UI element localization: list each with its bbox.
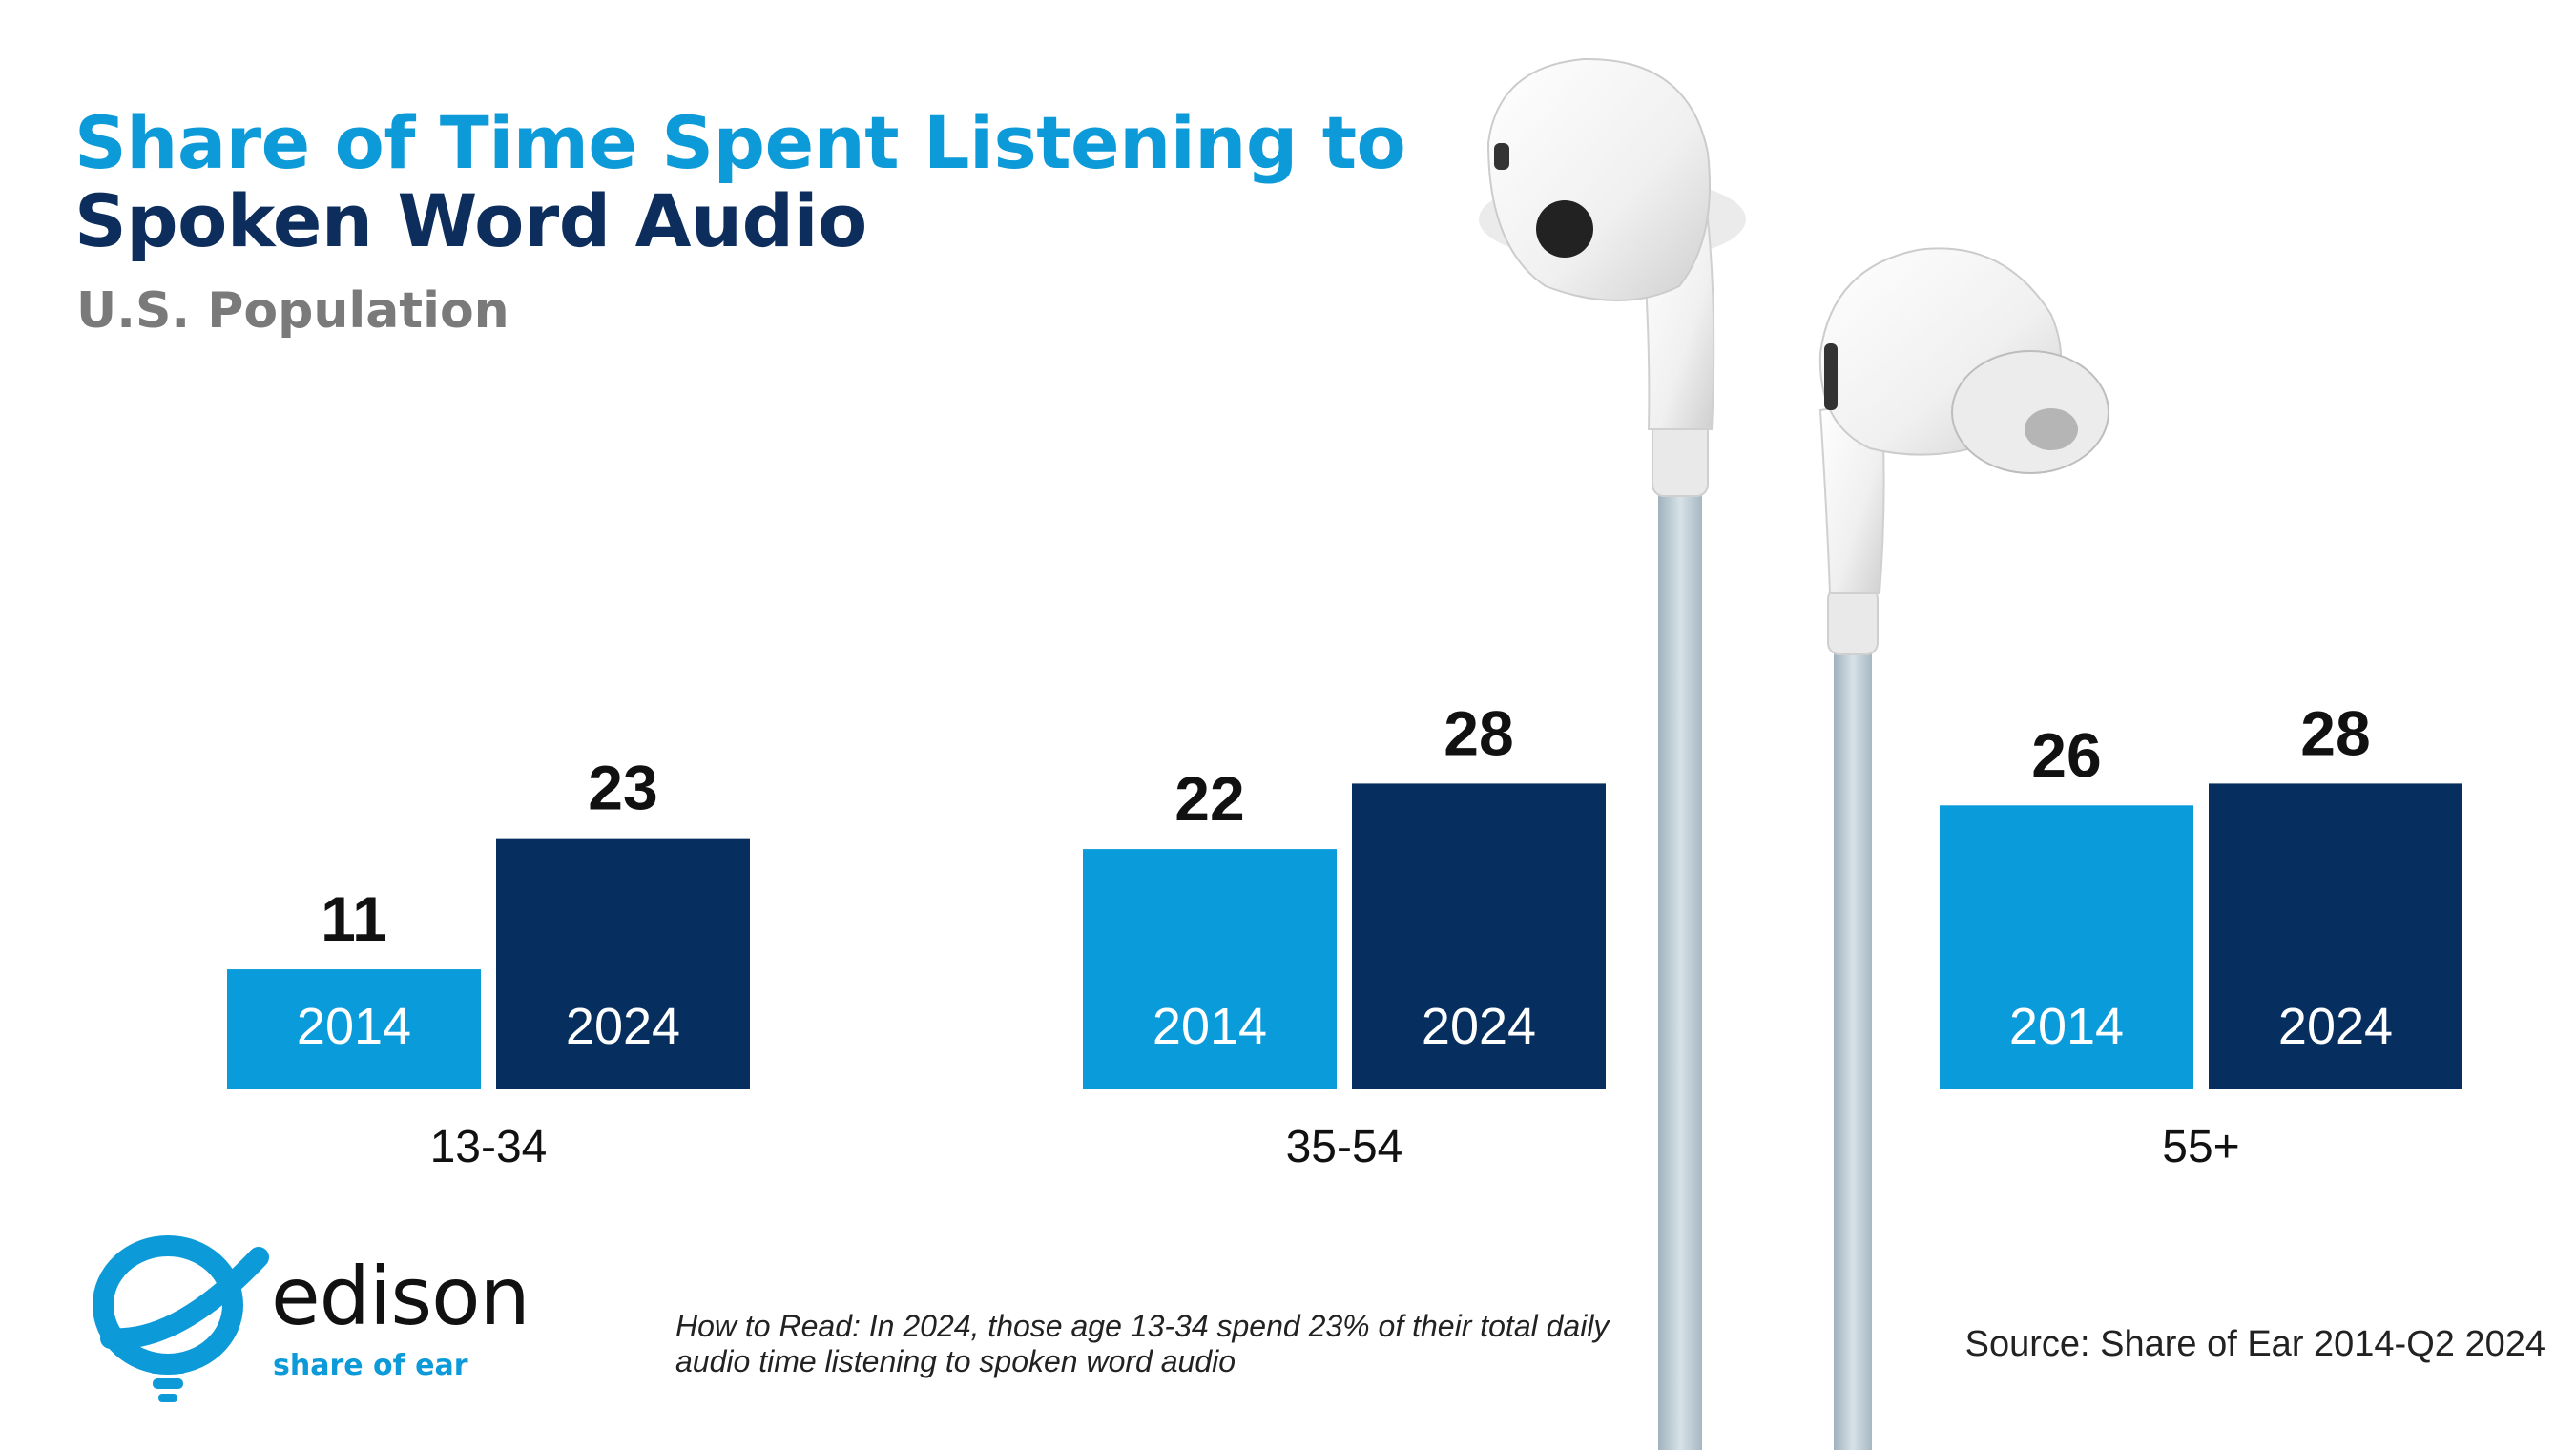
source-note: Source: Share of Ear 2014-Q2 2024 (1964, 1324, 2545, 1364)
data-label: 28 (1444, 697, 1513, 768)
bar-series-label: 2024 (2278, 998, 2393, 1055)
bar-13-34-2024 (496, 838, 750, 1089)
chart-title-line-1: Share of Time Spent Listening to (74, 100, 1406, 185)
bar-series-label: 2024 (566, 998, 680, 1055)
bar-series-label: 2014 (2009, 998, 2124, 1055)
bar-35-54-2024 (1352, 783, 1606, 1089)
data-label: 22 (1174, 763, 1244, 834)
chart-title-line-2: Spoken Word Audio (74, 178, 867, 263)
earbud-right (1818, 247, 2109, 1450)
chart-subtitle: U.S. Population (76, 282, 509, 340)
category-label: 35-54 (1286, 1122, 1403, 1172)
edison-wordmark: edison (271, 1250, 530, 1343)
bar-series-label: 2024 (1422, 998, 1536, 1055)
data-label: 23 (588, 753, 657, 823)
bar-35-54-2014 (1083, 849, 1337, 1089)
data-label: 26 (2031, 719, 2101, 790)
bar-55+-2024 (2209, 783, 2462, 1089)
earbud-left (1479, 57, 1746, 1450)
edison-tagline: share of ear (273, 1349, 468, 1382)
category-label: 13-34 (430, 1122, 548, 1172)
how-to-read-note: How to Read: In 2024, those age 13-34 sp… (675, 1309, 1610, 1378)
data-label: 28 (2300, 697, 2370, 768)
bar-series-label: 2014 (297, 998, 411, 1055)
bar-series-label: 2014 (1153, 998, 1267, 1055)
edison-bulb-icon (93, 1235, 269, 1402)
category-label: 55+ (2162, 1122, 2239, 1172)
bar-13-34-2014 (227, 969, 481, 1089)
edison-logo: edison share of ear (92, 1229, 588, 1410)
data-label: 11 (321, 883, 387, 954)
bar-55+-2014 (1940, 805, 2193, 1089)
earbuds-image (1479, 57, 2109, 1450)
